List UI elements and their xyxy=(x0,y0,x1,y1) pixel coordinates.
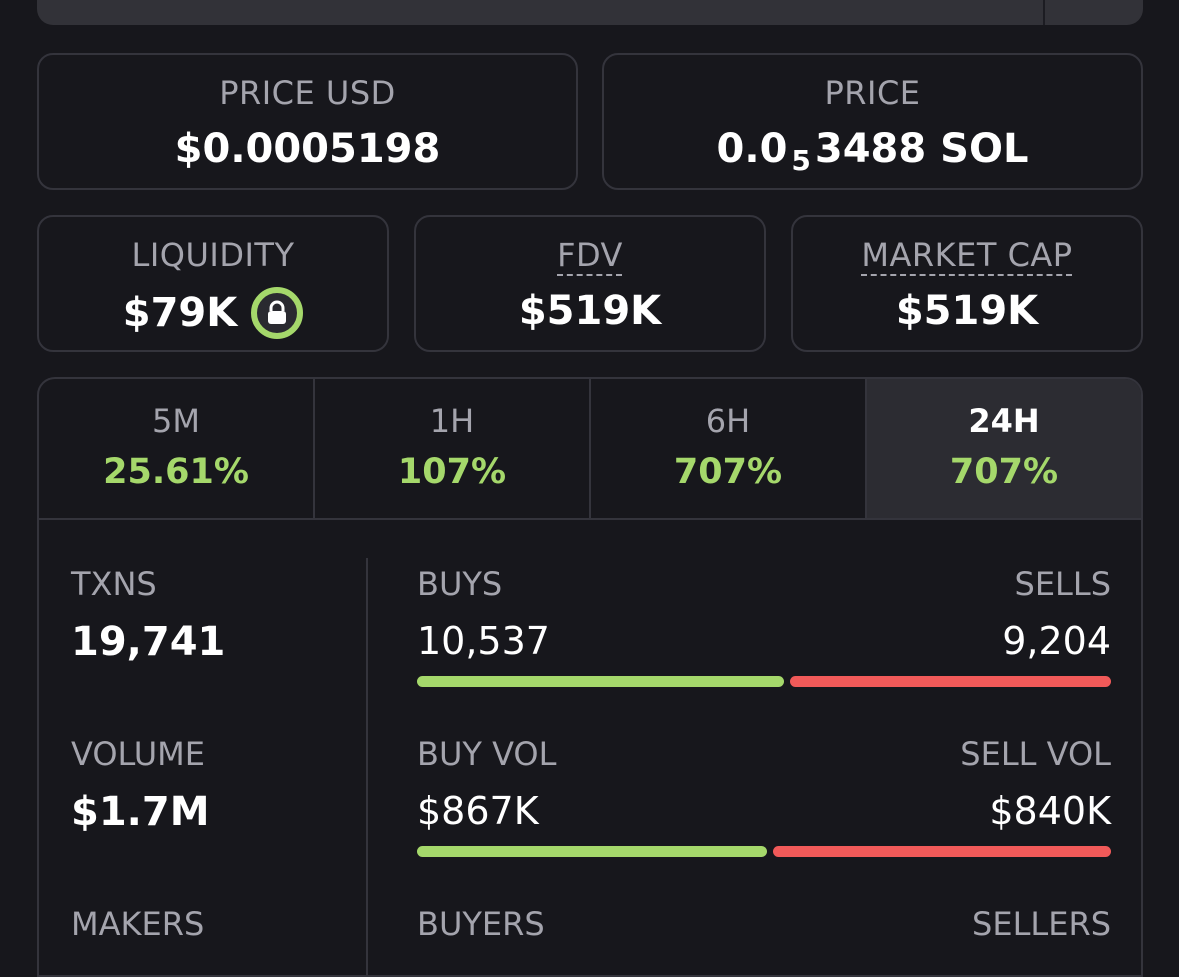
tab-change: 107% xyxy=(397,452,507,492)
fdv-label[interactable]: FDV xyxy=(557,236,623,274)
market-cap-label[interactable]: MARKET CAP xyxy=(861,236,1073,274)
price-usd-label: PRICE USD xyxy=(219,74,396,112)
txns-label: TXNS xyxy=(71,565,157,603)
tab-24h[interactable]: 24H 707% xyxy=(867,379,1141,518)
price-sol-label: PRICE xyxy=(824,74,921,112)
fdv-value: $519K xyxy=(518,288,662,334)
tab-change: 707% xyxy=(673,452,783,492)
market-cap-card[interactable]: MARKET CAP $519K xyxy=(791,215,1143,352)
buyers-sellers-stat: BUYERS SELLERS xyxy=(417,908,1111,940)
tab-1h[interactable]: 1H 107% xyxy=(315,379,591,518)
tab-label: 5M xyxy=(152,402,200,440)
sells-value: 9,204 xyxy=(1002,619,1111,663)
buys-label: BUYS xyxy=(417,565,503,603)
top-bar-divider xyxy=(1043,0,1045,25)
top-bar[interactable] xyxy=(37,0,1143,25)
timeframe-tabs: 5M 25.61% 1H 107% 6H 707% 24H 707% xyxy=(39,379,1141,520)
buys-sells-bar xyxy=(417,676,1111,687)
volume-stat: VOLUME $1.7M xyxy=(71,738,210,832)
makers-stat: MAKERS xyxy=(71,908,204,940)
tab-label: 1H xyxy=(429,402,475,440)
buy-vol-bar-segment xyxy=(417,846,767,857)
price-sol-prefix: 0.0 xyxy=(716,126,788,172)
price-sol-card: PRICE 0.0 5 3488 SOL xyxy=(602,53,1143,190)
buy-vol-value: $867K xyxy=(417,789,539,833)
sell-vol-value: $840K xyxy=(989,789,1111,833)
tab-6h[interactable]: 6H 707% xyxy=(591,379,867,518)
buys-bar-segment xyxy=(417,676,785,687)
buy-sell-volume-bar xyxy=(417,846,1111,857)
price-sol-zero-count: 5 xyxy=(791,144,811,177)
volume-label: VOLUME xyxy=(71,735,205,773)
liquidity-value-row: $79K xyxy=(123,287,304,339)
buyers-label: BUYERS xyxy=(417,905,545,943)
lock-icon[interactable] xyxy=(251,287,304,339)
liquidity-card: LIQUIDITY $79K xyxy=(37,215,389,352)
sellers-label: SELLERS xyxy=(972,905,1111,943)
tab-change: 707% xyxy=(949,452,1059,492)
txns-stat: TXNS 19,741 xyxy=(71,568,225,662)
sells-label: SELLS xyxy=(1014,565,1112,603)
liquidity-label: LIQUIDITY xyxy=(131,236,295,274)
tab-label: 24H xyxy=(968,402,1040,440)
price-usd-value: $0.0005198 xyxy=(174,126,441,172)
tab-change: 25.61% xyxy=(103,452,249,492)
stats-section: TXNS 19,741 VOLUME $1.7M MAKERS BUYS SEL… xyxy=(39,520,1141,975)
tab-5m[interactable]: 5M 25.61% xyxy=(39,379,315,518)
buys-sells-stat: BUYS SELLS 10,537 9,204 xyxy=(417,568,1111,687)
buy-vol-label: BUY VOL xyxy=(417,735,557,773)
price-sol-suffix: 3488 SOL xyxy=(814,126,1029,172)
price-sol-value: 0.0 5 3488 SOL xyxy=(716,126,1029,175)
buys-value: 10,537 xyxy=(417,619,550,663)
buy-sell-volume-stat: BUY VOL SELL VOL $867K $840K xyxy=(417,738,1111,857)
fdv-card[interactable]: FDV $519K xyxy=(414,215,766,352)
price-usd-card: PRICE USD $0.0005198 xyxy=(37,53,578,190)
timeframe-panel: 5M 25.61% 1H 107% 6H 707% 24H 707% TXNS … xyxy=(37,377,1143,977)
tab-label: 6H xyxy=(705,402,751,440)
txns-value: 19,741 xyxy=(71,619,226,665)
sells-bar-segment xyxy=(790,676,1111,687)
liquidity-value: $79K xyxy=(122,290,238,336)
market-cap-value: $519K xyxy=(895,288,1039,334)
stats-divider xyxy=(366,558,368,975)
sell-vol-label: SELL VOL xyxy=(960,735,1111,773)
makers-label: MAKERS xyxy=(71,905,205,943)
sell-vol-bar-segment xyxy=(772,846,1111,857)
volume-value: $1.7M xyxy=(71,789,210,835)
